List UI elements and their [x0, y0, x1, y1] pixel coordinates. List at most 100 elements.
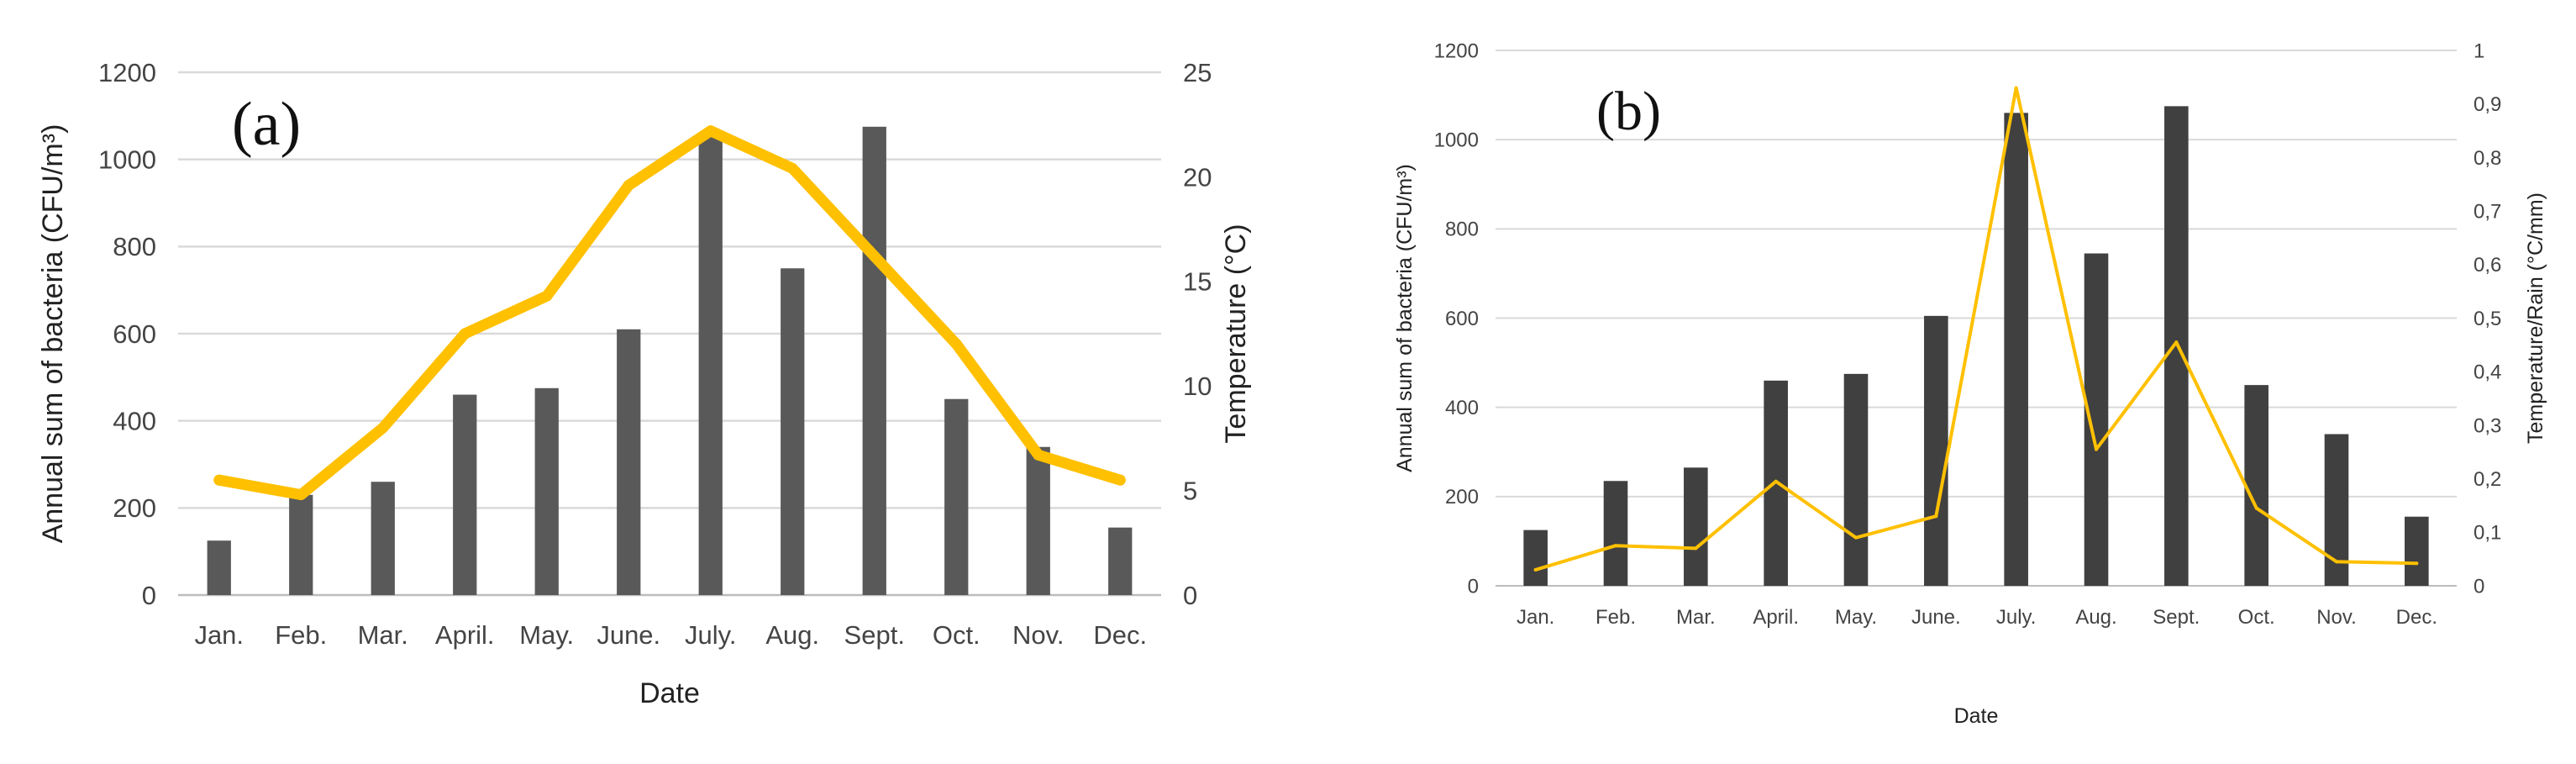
chart-b-x-tick-label: Mar. [1676, 606, 1716, 629]
chart-a-bar [1026, 446, 1050, 595]
chart-b-line-point [1614, 544, 1617, 548]
chart-a-line-series [213, 125, 1126, 501]
chart-b-bar [1523, 530, 1548, 586]
chart-a-y-tick-label: 400 [113, 407, 156, 436]
chart-b-y-axis-label: Annual sum of bacteria (CFU/m³) [1393, 164, 1417, 472]
chart-b-bar [2244, 385, 2268, 586]
chart-a-panel-title: (a) [232, 90, 301, 159]
chart-a-y-tick-label: 1200 [98, 58, 156, 87]
chart-b-bar [1603, 481, 1628, 586]
chart-a-x-tick-label: Sept. [844, 620, 905, 650]
chart-b-y2-axis-label: Temperature/Rain (°C/mm) [2524, 192, 2547, 444]
chart-a-bar [944, 398, 969, 595]
chart-a-x-tick-label: Feb. [275, 620, 327, 650]
chart-b-y2-tick-label: 0,1 [2473, 522, 2501, 545]
chart-a-y2-tick-label: 10 [1183, 371, 1212, 401]
chart-b-y2-tick-label: 0,2 [2473, 468, 2501, 491]
chart-a-bar [1108, 527, 1133, 595]
chart-a-x-tick-label: Jan. [194, 620, 244, 650]
chart-a-line-point [541, 290, 553, 302]
chart-b-bar [1684, 467, 1708, 586]
chart-b-y-tick-label: 1200 [1434, 40, 1479, 62]
chart-a-x-tick-label: Aug. [765, 620, 819, 650]
chart-b-y2-tick-label: 0,8 [2473, 147, 2501, 170]
chart-a-x-tick-label: June. [597, 620, 660, 650]
chart-a-line-point [623, 179, 634, 191]
chart-b-y-tick-label: 600 [1445, 308, 1479, 330]
chart-b-line-point [2254, 506, 2258, 510]
chart-a-y-tick-label: 1000 [98, 145, 156, 175]
chart-b-x-tick-label: Sept. [2153, 606, 2200, 629]
chart-b-bar [1843, 373, 1869, 586]
chart-b-x-tick-label: April. [1753, 606, 1799, 629]
chart-b-y2-tick-label: 0,5 [2473, 308, 2501, 330]
chart-a-x-tick-label: Dec. [1093, 620, 1147, 650]
chart-a-y-tick-label: 600 [113, 319, 156, 349]
chart-b-bar [2084, 253, 2109, 586]
chart-a-bar [862, 126, 886, 595]
chart-b-bar [2405, 516, 2429, 586]
chart-b-y2-tick-label: 0,4 [2473, 361, 2501, 384]
chart-b-y2-tick-label: 1 [2473, 40, 2484, 62]
chart-b-y2-tick-label: 0,6 [2473, 254, 2501, 277]
chart-a-x-tick-label: Mar. [358, 620, 408, 650]
chart-b-line-point [1533, 567, 1538, 572]
chart-a-bar [371, 482, 395, 595]
chart-a-bar [207, 540, 231, 595]
chart-a-line-point [786, 162, 798, 174]
chart-a-y2-tick-label: 25 [1183, 58, 1212, 87]
chart-b-line-point [1934, 514, 1938, 519]
chart-a-line-point [869, 250, 881, 262]
chart-a-bar [289, 494, 313, 595]
chart-a-y-tick-label: 0 [142, 581, 156, 610]
chart-b-y-tick-label: 800 [1445, 219, 1479, 241]
chart-b-x-tick-label: Feb. [1596, 606, 1636, 629]
chart-b-line-point [2174, 340, 2179, 345]
chart-a-line-point [459, 328, 471, 340]
chart-a-line-point [295, 489, 307, 501]
chart-b-line-series [1533, 86, 2419, 572]
chart-b-svg: 0 200 400 600 800 1000 1200 0 0,1 0,2 0,3 0,4 0,5 0,6… [1393, 40, 2547, 728]
chart-b-line-point [1774, 479, 1778, 483]
chart-a-line-point [705, 125, 717, 137]
chart-b-bar [2004, 113, 2028, 587]
chart-a-y-axis-label: Annual sum of bacteria (CFU/m³) [37, 124, 69, 544]
chart-b-x-tick-label: July. [1996, 606, 2037, 629]
chart-b-x-tick-label: June. [1911, 606, 1961, 629]
chart-a-x-tick-label: Nov. [1012, 620, 1064, 650]
chart-panel-a: 0 200 400 600 800 1000 1200 0 5 10 15 20 25 Jan. Feb. M… [0, 0, 1277, 764]
chart-a-line-point [1114, 474, 1126, 486]
chart-b-line-point [2095, 447, 2098, 451]
chart-a-y2-axis-label: Temperature (°C) [1220, 224, 1252, 443]
chart-b-x-tick-label: Jan. [1517, 606, 1554, 629]
chart-a-line-point [950, 338, 962, 350]
chart-b-y2-tick-label: 0,9 [2473, 93, 2501, 116]
chart-a-bar [698, 133, 723, 596]
chart-b-y-tick-label: 1000 [1434, 129, 1479, 152]
chart-a-line-point [377, 422, 389, 434]
chart-a-x-tick-label: July. [685, 620, 736, 650]
chart-b-y-tick-label: 400 [1445, 397, 1479, 419]
chart-b-x-axis-label: Date [1954, 704, 1999, 728]
chart-b-panel-title: (b) [1596, 81, 1661, 142]
chart-a-y-tick-label: 200 [113, 493, 156, 523]
chart-b-bar [1924, 315, 1948, 586]
chart-a-y-tick-label: 800 [113, 232, 156, 261]
chart-a-bar [617, 329, 641, 595]
chart-a-y2-tick-label: 20 [1183, 162, 1212, 192]
chart-b-y2-tick-label: 0 [2473, 575, 2484, 598]
chart-b-x-tick-label: Dec. [2396, 606, 2437, 629]
chart-a-line-point [213, 474, 225, 486]
chart-b-y2-tick-label: 0,7 [2473, 201, 2501, 224]
chart-b-line-point [2014, 86, 2018, 90]
chart-a-svg: 0 200 400 600 800 1000 1200 0 5 10 15 20 25 Jan. Feb. M… [37, 58, 1252, 709]
chart-a-x-tick-label: Oct. [933, 620, 980, 650]
chart-b-y2-tick-label: 0,3 [2473, 414, 2501, 437]
chart-a-y2-tick-label: 15 [1183, 267, 1212, 297]
chart-b-x-tick-label: Aug. [2075, 606, 2116, 629]
chart-a-y2-tick-label: 0 [1183, 581, 1197, 610]
chart-b-y-tick-label: 0 [1468, 575, 1479, 598]
chart-a-x-tick-label: April. [435, 620, 495, 650]
chart-b-line-point [1694, 546, 1698, 551]
chart-b-x-tick-label: Oct. [2238, 606, 2275, 629]
